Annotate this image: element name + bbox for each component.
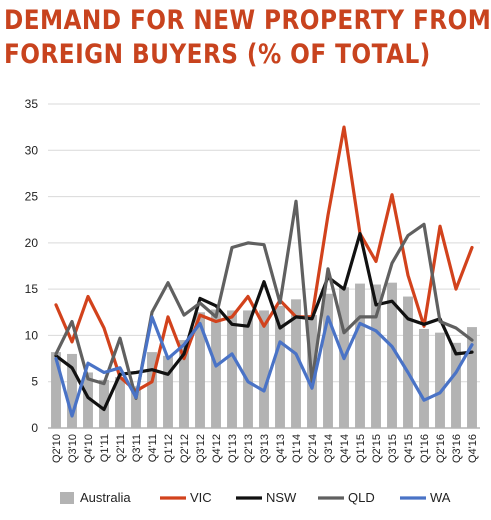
y-tick-label: 0 [31, 421, 38, 435]
bar-australia [131, 386, 141, 428]
chart-title: DEMAND FOR NEW PROPERTY FROM FOREIGN BUY… [4, 4, 491, 72]
x-tick-label: Q3'15 [387, 434, 399, 463]
y-tick-label: 20 [25, 236, 39, 250]
y-tick-label: 35 [25, 97, 39, 111]
legend-swatch-australia [60, 492, 74, 504]
y-tick-label: 5 [31, 375, 38, 389]
bar-australia [355, 283, 365, 428]
x-tick-label: Q1'15 [355, 434, 367, 463]
y-tick-label: 15 [25, 282, 39, 296]
legend-label-qld: QLD [348, 490, 375, 505]
x-tick-label: Q4'15 [403, 434, 415, 463]
x-tick-label: Q3'14 [323, 434, 335, 463]
x-tick-label: Q4'10 [83, 434, 95, 463]
x-tick-label: Q4'13 [275, 434, 287, 463]
x-tick-label: Q2'12 [179, 434, 191, 463]
y-tick-label: 25 [25, 190, 39, 204]
bar-australia [451, 342, 461, 428]
x-tick-label: Q4'16 [467, 434, 479, 463]
bar-australia [147, 352, 157, 428]
x-tick-label: Q3'10 [67, 434, 79, 463]
x-tick-label: Q3'16 [451, 434, 463, 463]
bar-australia [115, 377, 125, 428]
x-tick-label: Q4'14 [339, 434, 351, 463]
bar-australia [83, 372, 93, 428]
x-tick-label: Q3'11 [131, 434, 143, 462]
line-wa [54, 315, 474, 418]
bar-australia [403, 296, 413, 428]
legend-label-australia: Australia [80, 490, 131, 505]
bar-australia [211, 309, 221, 428]
bar-australia [467, 327, 477, 428]
x-tick-label: Q2'10 [51, 434, 63, 463]
x-tick-label: Q2'11 [115, 434, 127, 462]
title-line-1: DEMAND FOR NEW PROPERTY FROM [4, 5, 491, 36]
x-tick-label: Q3'13 [259, 434, 271, 463]
y-tick-label: 10 [25, 328, 39, 342]
bar-australia [179, 340, 189, 428]
y-axis-ticks: 0 5 10 15 20 25 30 35 [25, 97, 39, 435]
x-tick-label: Q1'13 [227, 434, 239, 463]
y-tick-label: 30 [25, 143, 39, 157]
bar-australia [275, 305, 285, 428]
legend-label-nsw: NSW [266, 490, 297, 505]
bar-australia [67, 353, 77, 428]
x-tick-label: Q1'16 [419, 434, 431, 463]
line-qld [54, 199, 474, 400]
bar-australia [195, 312, 205, 428]
bar-australia [259, 310, 269, 428]
bar-australia [243, 310, 253, 428]
bar-australia [371, 284, 381, 428]
bar-australia [99, 379, 109, 428]
line-vic [54, 125, 474, 393]
bar-australia [419, 328, 429, 428]
legend-label-wa: WA [430, 490, 451, 505]
bar-australia [323, 293, 333, 428]
x-tick-label: Q1'14 [291, 434, 303, 463]
x-tick-label: Q3'12 [195, 434, 207, 463]
legend-label-vic: VIC [190, 490, 212, 505]
x-tick-label: Q2'16 [435, 434, 447, 463]
line-nsw [54, 232, 474, 412]
bar-australia [227, 310, 237, 428]
title-line-2: FOREIGN BUYERS (% OF TOTAL) [4, 39, 431, 70]
bar-australia [435, 332, 445, 428]
x-tick-label: Q2'13 [243, 434, 255, 463]
x-axis-ticks: Q2'10 Q3'10 Q4'10 Q1'11 Q2'11 Q3'11 Q4'11 Q1'12… [51, 434, 479, 463]
bar-australia [163, 355, 173, 428]
legend: Australia VIC NSW QLD WA [60, 490, 451, 505]
x-tick-label: Q2'15 [371, 434, 383, 463]
bar-australia [51, 352, 61, 428]
x-tick-label: Q1'11 [99, 434, 111, 462]
x-tick-label: Q4'12 [211, 434, 223, 463]
bar-australia [291, 299, 301, 428]
x-tick-label: Q1'12 [163, 434, 175, 463]
x-tick-label: Q4'11 [147, 434, 159, 462]
line-series [54, 125, 474, 418]
bar-australia [387, 282, 397, 428]
x-tick-label: Q2'14 [307, 434, 319, 463]
